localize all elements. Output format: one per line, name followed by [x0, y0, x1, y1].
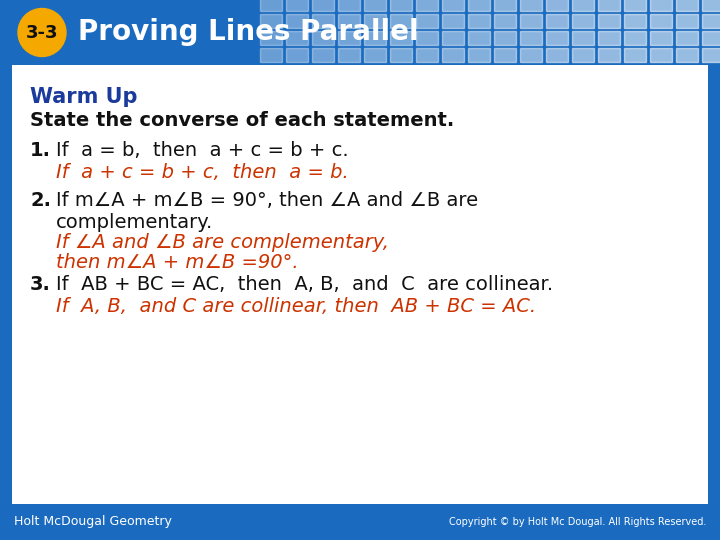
Bar — [468, 0, 490, 11]
Bar — [546, 0, 568, 11]
Bar — [442, 14, 464, 28]
Text: Warm Up: Warm Up — [30, 87, 138, 107]
Bar — [676, 0, 698, 11]
Bar — [364, 48, 386, 62]
Bar — [624, 48, 646, 62]
Bar — [338, 0, 360, 11]
Bar — [598, 14, 620, 28]
Bar — [572, 31, 594, 45]
Bar — [390, 14, 412, 28]
Bar — [364, 31, 386, 45]
Bar — [260, 48, 282, 62]
Bar — [520, 48, 542, 62]
Bar — [572, 48, 594, 62]
Bar — [416, 14, 438, 28]
Bar — [650, 14, 672, 28]
Bar — [624, 0, 646, 11]
Bar — [572, 14, 594, 28]
Bar — [260, 14, 282, 28]
Bar — [416, 0, 438, 11]
Text: 3.: 3. — [30, 275, 51, 294]
Text: If  A, B,  and C are collinear, then  AB + BC = AC.: If A, B, and C are collinear, then AB + … — [56, 297, 536, 316]
Bar — [338, 31, 360, 45]
Bar — [676, 14, 698, 28]
Bar — [442, 31, 464, 45]
Bar — [676, 48, 698, 62]
Text: 2.: 2. — [30, 191, 51, 210]
Bar — [520, 0, 542, 11]
Bar — [390, 0, 412, 11]
Bar — [286, 48, 308, 62]
Bar — [442, 48, 464, 62]
Bar — [598, 0, 620, 11]
Text: 3-3: 3-3 — [26, 24, 58, 42]
Bar — [702, 31, 720, 45]
Bar — [312, 48, 334, 62]
Bar — [702, 0, 720, 11]
Bar — [624, 31, 646, 45]
Text: State the converse of each statement.: State the converse of each statement. — [30, 111, 454, 130]
Bar — [702, 48, 720, 62]
Text: If  a = b,  then  a + c = b + c.: If a = b, then a + c = b + c. — [56, 141, 348, 160]
Bar — [624, 14, 646, 28]
Bar — [468, 14, 490, 28]
Text: 1.: 1. — [30, 141, 51, 160]
Bar — [442, 0, 464, 11]
Bar — [416, 31, 438, 45]
Bar — [286, 0, 308, 11]
Text: If m∠A + m∠B = 90°, then ∠A and ∠B are: If m∠A + m∠B = 90°, then ∠A and ∠B are — [56, 191, 478, 210]
Text: then m∠A + m∠B =90°.: then m∠A + m∠B =90°. — [56, 253, 299, 272]
Bar — [312, 31, 334, 45]
Bar — [572, 0, 594, 11]
Bar — [494, 48, 516, 62]
Bar — [312, 0, 334, 11]
Bar — [494, 31, 516, 45]
Text: Copyright © by Holt Mc Dougal. All Rights Reserved.: Copyright © by Holt Mc Dougal. All Right… — [449, 517, 706, 527]
Bar — [390, 48, 412, 62]
Bar — [520, 31, 542, 45]
Text: If ∠A and ∠B are complementary,: If ∠A and ∠B are complementary, — [56, 233, 389, 252]
Bar — [546, 31, 568, 45]
Bar — [312, 14, 334, 28]
Bar — [598, 31, 620, 45]
Bar — [468, 48, 490, 62]
Text: complementary.: complementary. — [56, 213, 213, 232]
Bar — [650, 31, 672, 45]
Text: If  AB + BC = AC,  then  A, B,  and  C  are collinear.: If AB + BC = AC, then A, B, and C are co… — [56, 275, 553, 294]
Bar — [546, 14, 568, 28]
Bar — [546, 48, 568, 62]
Bar — [676, 31, 698, 45]
Bar — [338, 48, 360, 62]
Text: Proving Lines Parallel: Proving Lines Parallel — [78, 18, 418, 46]
Bar — [468, 31, 490, 45]
Bar — [364, 14, 386, 28]
Bar — [702, 14, 720, 28]
Bar — [598, 48, 620, 62]
Circle shape — [18, 9, 66, 57]
Bar — [520, 14, 542, 28]
Bar — [286, 14, 308, 28]
Bar — [260, 31, 282, 45]
Bar — [650, 48, 672, 62]
Bar — [390, 31, 412, 45]
Bar — [494, 14, 516, 28]
Text: Holt McDougal Geometry: Holt McDougal Geometry — [14, 516, 172, 529]
Bar — [260, 0, 282, 11]
Bar — [364, 0, 386, 11]
Text: If  a + c = b + c,  then  a = b.: If a + c = b + c, then a = b. — [56, 163, 348, 182]
Bar — [494, 0, 516, 11]
Bar — [338, 14, 360, 28]
Bar — [416, 48, 438, 62]
Bar — [286, 31, 308, 45]
Bar — [650, 0, 672, 11]
